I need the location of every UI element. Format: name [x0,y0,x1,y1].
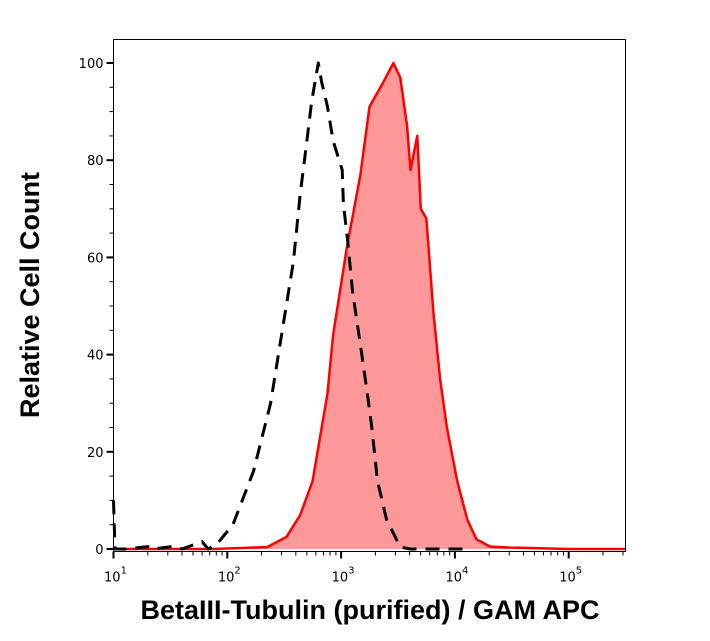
y-tick-label: 20 [87,446,104,461]
series-fill-0 [113,63,626,549]
y-tick-label: 40 [87,349,104,364]
x-axis-title: BetaIII-Tubulin (purified) / GAM APC [141,595,600,625]
y-tick-label: 0 [95,543,103,558]
x-tick-label: 102 [218,566,241,586]
series-layer [112,61,626,551]
series-line-1 [112,61,464,551]
y-axis-title: Relative Cell Count [15,172,45,418]
x-tick-label: 104 [445,566,468,586]
x-tick-label: 103 [332,566,355,586]
y-tick-label: 100 [79,57,104,72]
y-tick-label: 60 [87,251,104,266]
plot-frame [113,39,626,552]
x-tick-label: 101 [104,566,127,586]
x-tick-label: 105 [559,566,582,586]
axis-layer: 101 102 103 104 105 0 20 40 60 80 100 [79,57,624,586]
series-line-0 [113,61,626,551]
y-tick-label: 80 [87,154,104,169]
